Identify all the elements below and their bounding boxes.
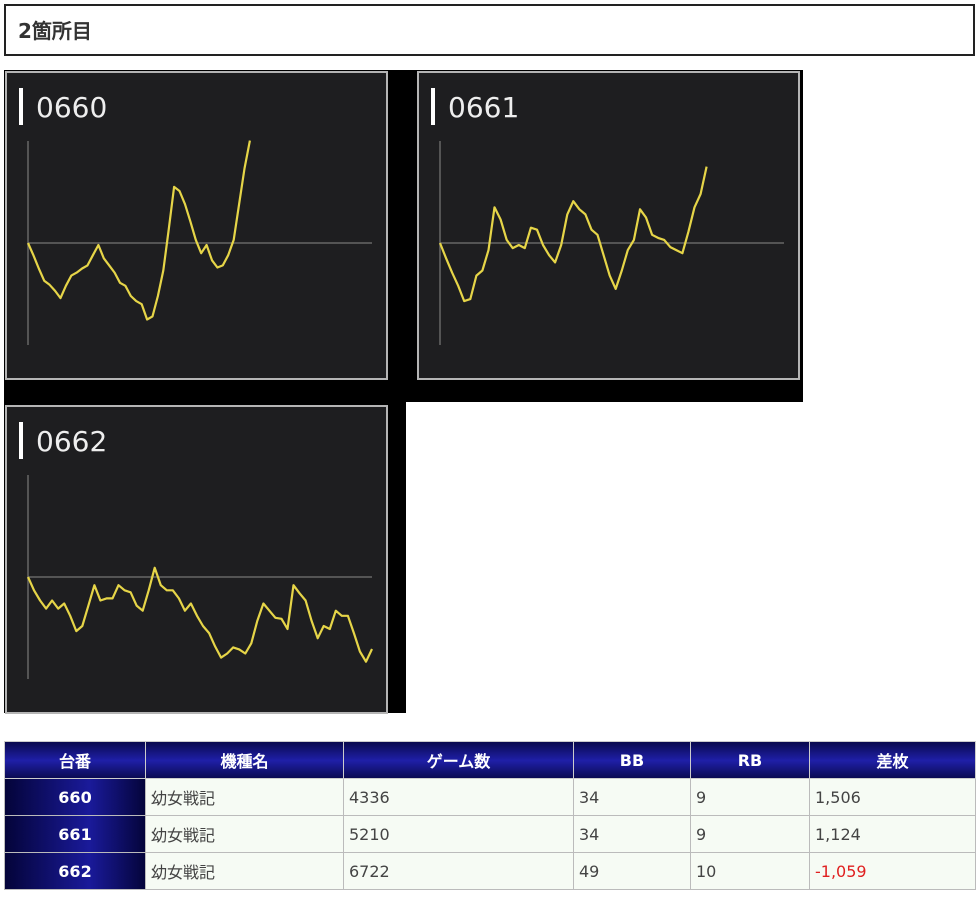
table-row: 662 幼女戦記 6722 49 10 -1,059 [4,852,976,890]
chart-panel: 0660 [5,71,388,380]
column-header: 差枚 [809,741,976,779]
column-header: RB [690,741,810,779]
panel-bg [5,71,388,380]
table-cell: 1,506 [809,778,976,816]
table-cell: 6722 [343,852,574,890]
header-row: 台番 機種名 ゲーム数 BB RB 差枚 [4,741,976,779]
table-cell: 9 [690,778,810,816]
table-body: 660 幼女戦記 4336 34 9 1,506 661 幼女戦記 5210 34 9 1,124 66… [4,778,976,890]
chart-title: 0660 [36,91,107,124]
section-title-box: 2箇所目 [4,4,975,56]
chart-panel: 0662 [5,405,388,714]
table-cell: 幼女戦記 [145,852,344,890]
table-row: 660 幼女戦記 4336 34 9 1,506 [4,778,976,816]
chart-title: 0661 [448,91,519,124]
data-line [26,140,251,321]
chart-panel: 0661 [417,71,800,380]
table-cell: 4336 [343,778,574,816]
table-cell: 10 [690,852,810,890]
title-marker [431,88,435,125]
table-cell: 660 [4,778,146,816]
data-line [26,566,373,663]
table-cell: 幼女戦記 [145,815,344,853]
table-cell: 1,124 [809,815,976,853]
column-header: BB [573,741,691,779]
table-cell: -1,059 [809,852,976,890]
table-row: 661 幼女戦記 5210 34 9 1,124 [4,815,976,853]
column-header: 機種名 [145,741,344,779]
title-marker [19,422,23,459]
data-table: 台番 機種名 ゲーム数 BB RB 差枚 660 幼女戦記 4336 34 9 1,506 661 幼女… [4,741,976,890]
table-cell: 662 [4,852,146,890]
section-title: 2箇所目 [18,19,92,43]
data-line [438,166,708,303]
column-header: 台番 [4,741,146,779]
charts: 0660 0661 0662 [4,70,803,714]
column-header: ゲーム数 [343,741,574,779]
panel-bg [5,405,388,714]
chart-title: 0662 [36,425,107,458]
table-cell: 9 [690,815,810,853]
panel-bg [417,71,800,380]
table-cell: 幼女戦記 [145,778,344,816]
table-cell: 34 [573,815,691,853]
table-cell: 49 [573,852,691,890]
title-marker [19,88,23,125]
table-cell: 34 [573,778,691,816]
table-cell: 5210 [343,815,574,853]
table-cell: 661 [4,815,146,853]
